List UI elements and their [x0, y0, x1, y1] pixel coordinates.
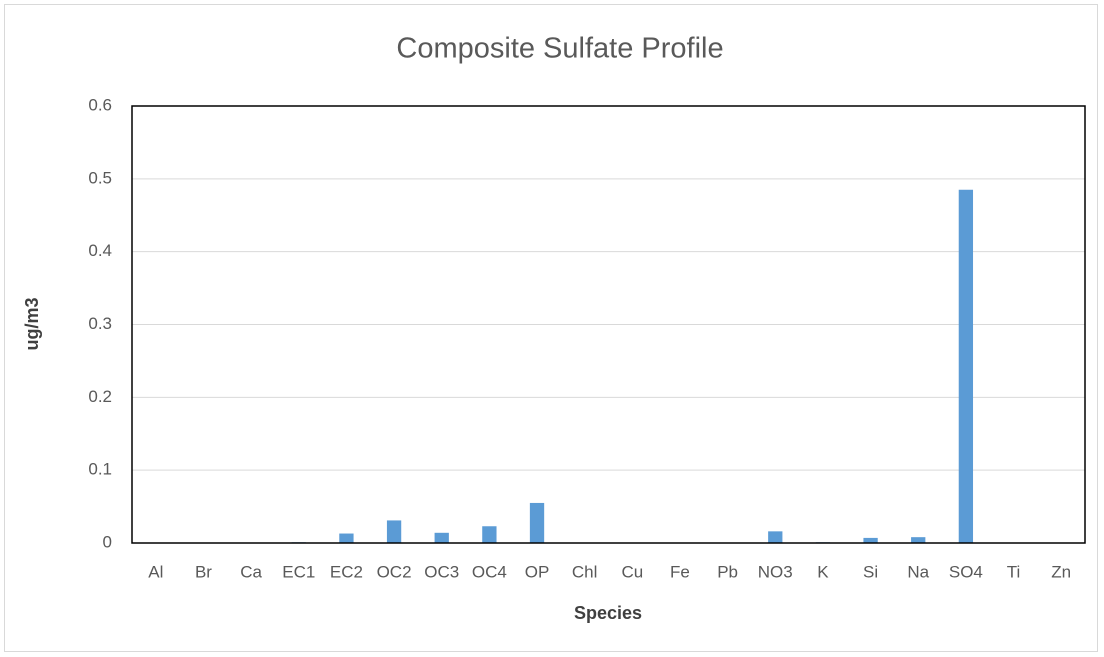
x-tick-label: EC1	[282, 562, 315, 581]
x-tick-label: Cu	[621, 562, 643, 581]
x-tick-label: NO3	[758, 562, 793, 581]
x-tick-label: Fe	[670, 562, 690, 581]
plot-border	[131, 105, 1086, 544]
x-tick-label: Pb	[717, 562, 738, 581]
x-tick-label: Ti	[1007, 562, 1021, 581]
x-tick-label: EC2	[330, 562, 363, 581]
x-tick-label: OC2	[377, 562, 412, 581]
x-tick-label: OP	[525, 562, 550, 581]
bar	[911, 537, 926, 543]
x-tick-label: Na	[907, 562, 929, 581]
x-tick-label: Ca	[240, 562, 262, 581]
y-tick-label: 0.2	[88, 387, 112, 406]
x-tick-label: K	[817, 562, 829, 581]
bar	[386, 520, 402, 543]
bar	[958, 189, 974, 543]
y-tick-label: 0.1	[88, 460, 112, 479]
bar	[768, 531, 783, 543]
y-tick-label: 0	[103, 532, 112, 551]
chart-title: Composite Sulfate Profile	[396, 33, 723, 65]
x-tick-label: SO4	[949, 562, 983, 581]
bar	[529, 502, 545, 543]
x-tick-label: OC4	[472, 562, 507, 581]
x-tick-label: Si	[863, 562, 878, 581]
y-axis-title: ug/m3	[22, 297, 42, 350]
x-tick-label: OC3	[424, 562, 459, 581]
bar	[482, 526, 497, 543]
x-tick-label: Br	[195, 562, 212, 581]
bar	[863, 537, 878, 543]
x-tick-label: Zn	[1051, 562, 1071, 581]
bar	[339, 533, 354, 543]
y-tick-label: 0.6	[88, 95, 112, 114]
y-tick-label: 0.5	[88, 168, 112, 187]
y-tick-label: 0.4	[88, 241, 112, 260]
x-tick-label: Chl	[572, 562, 598, 581]
x-axis-title: Species	[574, 603, 642, 623]
x-tick-label: Al	[148, 562, 163, 581]
y-tick-label: 0.3	[88, 314, 112, 333]
chart-border	[4, 4, 1098, 652]
bar	[434, 532, 449, 543]
